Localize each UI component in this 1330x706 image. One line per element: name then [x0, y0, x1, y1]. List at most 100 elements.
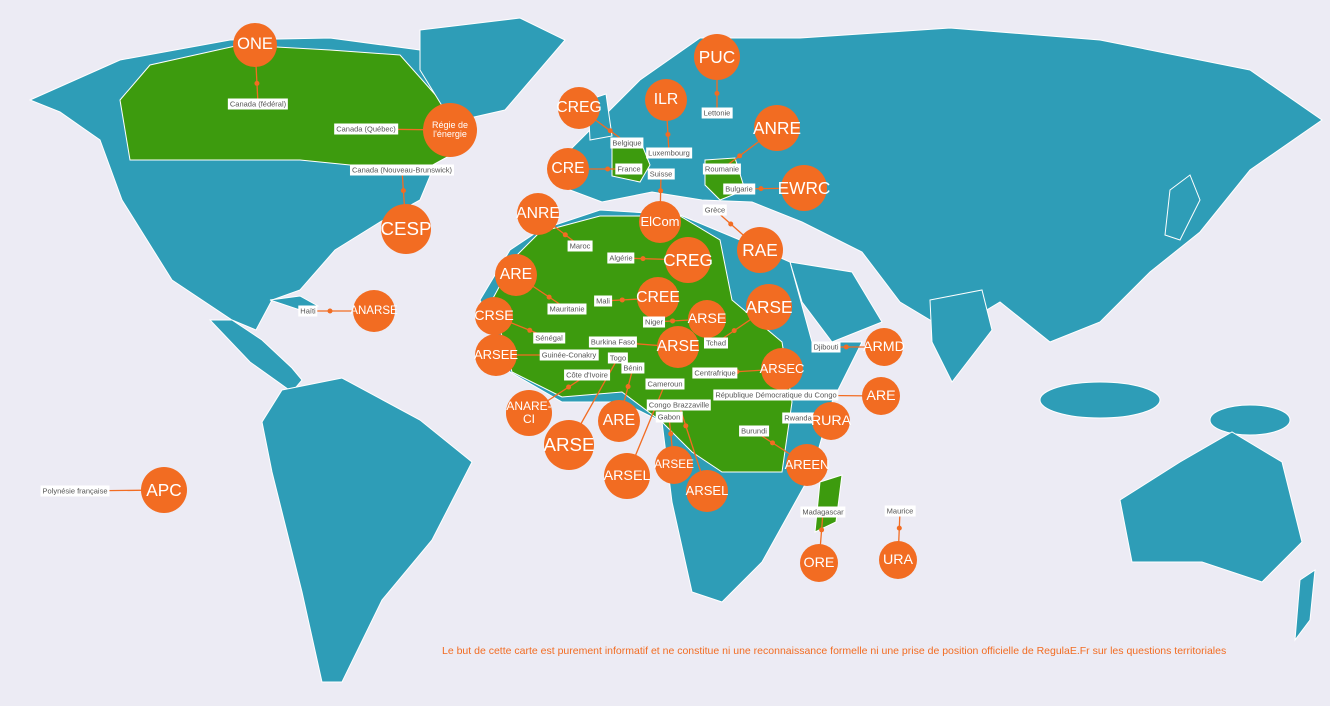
leader-dot: [562, 232, 568, 238]
regulator-badge: ARSEL: [686, 470, 728, 512]
south-america: [261, 377, 473, 683]
country-label: Congo Brazzaville: [646, 399, 712, 411]
regulator-badge: ARSEC: [760, 348, 804, 390]
regulator-badge: ONE: [233, 23, 277, 67]
leader-dot: [619, 297, 625, 303]
country-label: Djibouti: [811, 341, 841, 353]
country-label: Centrafrique: [692, 367, 738, 379]
leader-dot: [770, 440, 776, 446]
country-label: Rwanda: [782, 412, 814, 424]
country-label: Côte d'Ivoire: [564, 369, 610, 381]
country-label: Mali: [594, 295, 612, 307]
regulator-badge: ARSEE: [654, 446, 694, 484]
disclaimer: Le but de cette carte est purement infor…: [442, 645, 1227, 657]
leader-dot: [607, 128, 613, 134]
country-label: Roumanie: [702, 163, 742, 175]
country-label: Canada (Nouveau-Brunswick): [349, 164, 455, 176]
leader-dot: [665, 131, 671, 137]
country-label: Tchad: [703, 337, 729, 349]
country-label: Canada (Québec): [334, 123, 398, 135]
new-guinea: [1209, 404, 1291, 436]
regulator-badge: ARMD: [863, 328, 905, 366]
regulator-badge: Régie de l'énergie: [423, 103, 477, 157]
new-zealand: [1294, 568, 1316, 642]
regulator-badge: ARSE: [688, 300, 726, 338]
regulator-badge: RAE: [737, 227, 783, 273]
regulator-badge: ARSE: [543, 420, 595, 470]
regulator-badge: APC: [141, 467, 187, 513]
leader-dot: [546, 294, 552, 300]
leader-dot: [400, 188, 406, 194]
leader-dot: [758, 186, 764, 192]
regulator-badge: ANRE: [753, 105, 801, 151]
regulator-badge: RURA: [811, 402, 851, 440]
leader-dot: [640, 256, 646, 262]
regulator-badge: CREG: [556, 87, 602, 129]
regulator-badge: ARE: [862, 377, 900, 415]
regulator-badge: ANARE-CI: [506, 390, 552, 436]
leader-dot: [327, 308, 333, 314]
regulator-badge: ARE: [598, 400, 640, 442]
regulator-badge: ANRE: [516, 193, 560, 235]
central-america: [208, 319, 303, 393]
country-label: Maurice: [884, 505, 916, 517]
country-label: Gabon: [655, 411, 683, 423]
country-label: République Démocratique du Congo: [713, 389, 839, 401]
country-label: Cameroun: [645, 378, 685, 390]
australia: [1119, 431, 1303, 583]
country-label: Niger: [643, 316, 665, 328]
regulator-badge: ARE: [495, 254, 537, 296]
country-label: Burkina Faso: [588, 336, 638, 348]
regulator-badge: ILR: [645, 79, 687, 121]
regulator-badge: ARSEL: [604, 453, 650, 499]
leader-dot: [658, 188, 664, 194]
leader-dot: [896, 525, 902, 531]
country-label: Togo: [607, 352, 629, 364]
country-label: Bulgarie: [723, 183, 755, 195]
leader-dot: [254, 80, 260, 86]
regulator-badge: PUC: [694, 34, 740, 80]
country-label: Maroc: [567, 240, 593, 252]
country-label: Mauritanie: [547, 303, 587, 315]
leader-dot: [566, 384, 572, 390]
regulator-badge: ARSE: [746, 284, 793, 330]
leader-dot: [714, 90, 720, 96]
regulator-badge: EWRC: [778, 165, 830, 211]
regulator-badge: ElCom: [639, 201, 681, 243]
leader-dot: [683, 423, 689, 429]
leader-dot: [668, 431, 674, 437]
japan: [1164, 174, 1201, 241]
country-label: Luxembourg: [646, 147, 692, 159]
country-label: Lettonie: [701, 107, 733, 119]
leader-dot: [728, 221, 734, 227]
regulator-badge: CRSE: [474, 297, 514, 335]
regulator-badge: AREEN: [785, 444, 829, 486]
regulator-badge: CREE: [636, 277, 680, 319]
regulator-badge: ORE: [800, 544, 838, 582]
regulator-badge: URA: [879, 541, 917, 579]
country-label: Guinée-Conakry: [539, 349, 599, 361]
regulator-badge: CREG: [663, 237, 713, 283]
country-label: Belgique: [610, 137, 644, 149]
leader-dot: [819, 527, 825, 533]
country-label: Sénégal: [533, 332, 565, 344]
country-label: France: [615, 163, 643, 175]
indonesia: [1039, 381, 1161, 419]
country-label: Canada (fédéral): [227, 98, 289, 110]
madagascar: [814, 474, 843, 533]
country-label: Madagascar: [800, 506, 846, 518]
leader-dot: [737, 153, 743, 159]
country-label: Polynésie française: [40, 485, 110, 497]
country-label: Algérie: [607, 252, 635, 264]
leader-dot: [731, 328, 737, 334]
country-label: Grèce: [702, 204, 728, 216]
leader-dot: [670, 318, 676, 324]
country-label: Burundi: [739, 425, 769, 437]
country-label: Bénin: [621, 362, 645, 374]
india: [929, 289, 993, 383]
regulator-badge: CESP: [380, 204, 432, 254]
regulator-badge: ARSE: [657, 326, 699, 368]
leader-dot: [625, 384, 631, 390]
